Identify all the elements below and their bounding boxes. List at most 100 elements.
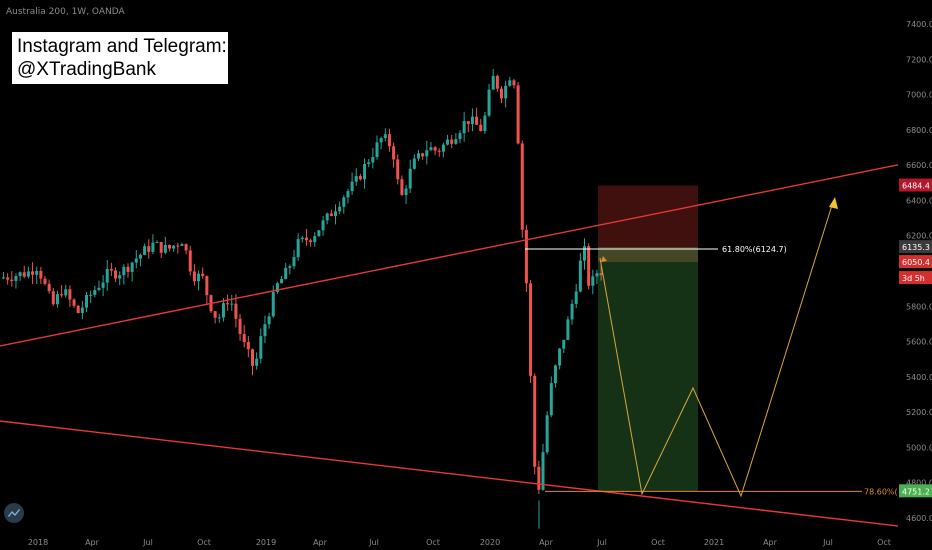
price-tick-label: 4600.0 <box>906 514 932 523</box>
short-position-tool[interactable] <box>598 185 698 492</box>
candle-body <box>562 339 566 349</box>
candle-body <box>533 375 537 467</box>
price-tag <box>899 271 932 285</box>
fib-levels[interactable]: 61.80%(6124.7) 78.60%(474 <box>525 245 913 496</box>
candle-body <box>329 213 333 217</box>
price-tick-label: 7200.0 <box>906 55 932 64</box>
candle-body <box>85 295 88 308</box>
candle-body <box>587 246 591 286</box>
candle-body <box>350 181 354 192</box>
price-tick-label: 7400.0 <box>906 20 932 29</box>
candle-body <box>22 272 26 277</box>
candle-body <box>97 287 101 291</box>
candle-body <box>487 89 491 116</box>
candle-body <box>217 317 221 319</box>
candle-body <box>358 175 362 180</box>
price-tag <box>899 178 932 192</box>
fib-61-label: 61.80%(6124.7) <box>722 245 787 254</box>
candle-body <box>421 153 425 157</box>
candle-body <box>230 303 234 305</box>
candle-body <box>325 213 329 221</box>
candle-body <box>570 303 574 320</box>
candle-body <box>192 271 196 282</box>
candle-body <box>437 150 441 152</box>
price-tick-label: 5800.0 <box>906 302 932 311</box>
candle-body <box>549 383 553 416</box>
candle-body <box>479 124 483 131</box>
candle-body <box>491 75 495 90</box>
time-tick-label: Jul <box>368 538 379 547</box>
candle-body <box>238 318 242 334</box>
candle-body <box>138 254 142 259</box>
candle-body <box>441 144 445 152</box>
projection-path[interactable] <box>599 197 838 498</box>
candle-body <box>574 291 578 304</box>
candle-body <box>143 246 147 255</box>
candle-body <box>159 242 163 253</box>
candle-body <box>425 150 429 157</box>
candle-body <box>64 289 68 296</box>
price-tag-label: 6135.3 <box>902 243 930 252</box>
candle-body <box>529 283 533 376</box>
price-tick-label: 7000.0 <box>906 91 932 100</box>
time-tick-label: Apr <box>313 538 328 547</box>
price-tick-label: 5400.0 <box>906 373 932 382</box>
candle-body <box>462 121 466 134</box>
candle-body <box>151 242 155 252</box>
price-tag-label: 6050.4 <box>902 258 930 267</box>
candle-body <box>168 244 171 249</box>
time-tick-label: 2021 <box>704 538 724 547</box>
candle-body <box>18 272 22 277</box>
candle-body <box>155 242 159 244</box>
candle-body <box>263 324 267 337</box>
price-tick-label: 6800.0 <box>906 126 932 135</box>
projection-line <box>599 201 834 498</box>
candle-body <box>338 206 342 212</box>
projection-start-arrow-icon <box>601 256 607 262</box>
time-tick-label: Oct <box>651 538 665 547</box>
watermark-line-2: @XTradingBank <box>17 59 156 80</box>
candle-body <box>483 115 487 131</box>
price-tag <box>899 255 932 269</box>
candle-body <box>553 365 557 384</box>
candle-body <box>354 175 358 182</box>
candle-body <box>524 229 528 284</box>
candle-body <box>76 305 80 313</box>
candle-body <box>201 273 205 277</box>
candle-body <box>205 276 209 296</box>
price-axis[interactable]: 7400.0 7200.0 7000.0 6800.0 6600.0 6400.0 6200… <box>898 0 932 550</box>
candle-body <box>180 244 184 246</box>
candle-body <box>89 294 93 296</box>
candle-body <box>43 278 47 284</box>
candle-body <box>296 239 300 258</box>
candle-body <box>508 80 512 86</box>
candle-body <box>284 267 288 280</box>
candle-body <box>578 260 582 292</box>
candle-body <box>51 291 55 305</box>
candle-body <box>379 138 383 143</box>
candle-body <box>213 311 217 318</box>
time-axis[interactable]: 2018 Apr Jul Oct 2019 Apr Jul Oct 2020 Apr Jul Oct 2… <box>28 538 891 547</box>
price-tick-label: 6200.0 <box>906 232 932 241</box>
candle-body <box>595 273 599 277</box>
tradingview-logo-icon[interactable] <box>4 503 24 523</box>
candles <box>2 69 603 529</box>
candle-body <box>446 139 450 145</box>
candle-body <box>304 237 308 241</box>
price-tag-label: 6484.4 <box>902 182 930 191</box>
candle-body <box>470 116 474 124</box>
candle-body <box>122 266 126 276</box>
candle-body <box>80 307 84 313</box>
candle-body <box>242 333 246 343</box>
candle-body <box>375 142 379 158</box>
candle-body <box>288 266 292 268</box>
fib-78-label: 78.60%(474 <box>864 487 913 496</box>
time-tick-label: Apr <box>85 538 100 547</box>
candle-body <box>392 146 396 160</box>
candle-body <box>101 282 105 288</box>
trendlines[interactable] <box>0 157 932 531</box>
time-tick-label: Oct <box>877 538 891 547</box>
candle-body <box>251 349 254 366</box>
candle-body <box>114 270 118 279</box>
